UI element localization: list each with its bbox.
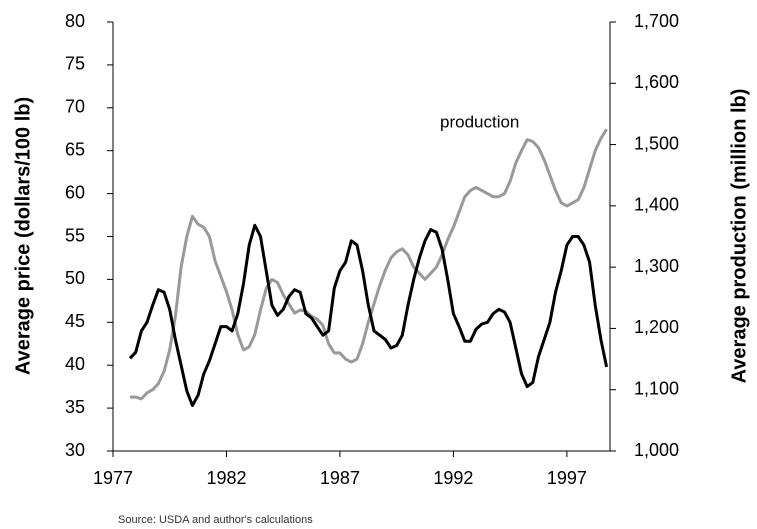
y-tick-label: 50 [65,268,85,288]
y2-tick-label: 1,300 [634,256,679,276]
y-tick-label: 30 [65,440,85,460]
source: Source: USDA and author's calculations [118,514,313,526]
x-tick-label: 1977 [93,468,133,488]
x-tick-label: 1997 [547,468,587,488]
y2-tick-label: 1,700 [634,11,679,31]
y2-tick-label: 1,200 [634,317,679,337]
y-tick-label: 35 [65,397,85,417]
y-tick-label: 75 [65,54,85,74]
series-line [130,128,608,401]
y-axis-title: Average price (dollars/100 lb) [12,97,34,375]
y2-tick-label: 1,100 [634,378,679,398]
y-tick-label: 65 [65,139,85,159]
y-tick-label: 55 [65,225,85,245]
y2-tick-label: 1,400 [634,195,679,215]
y-tick-label: 40 [65,354,85,374]
annotation: production [440,112,519,131]
y-tick-label: 70 [65,97,85,117]
y-tick-label: 45 [65,311,85,331]
y2-tick-label: 1,600 [634,72,679,92]
x-tick-label: 1982 [206,468,246,488]
y2-tick-label: 1,000 [634,440,679,460]
x-tick-label: 1992 [433,468,473,488]
y2-axis-title: Average production (million lb) [728,89,750,384]
y-tick-label: 60 [65,182,85,202]
y2-tick-label: 1,500 [634,133,679,153]
series-line [128,223,609,407]
y-tick-label: 80 [65,11,85,31]
x-tick-label: 1987 [320,468,360,488]
